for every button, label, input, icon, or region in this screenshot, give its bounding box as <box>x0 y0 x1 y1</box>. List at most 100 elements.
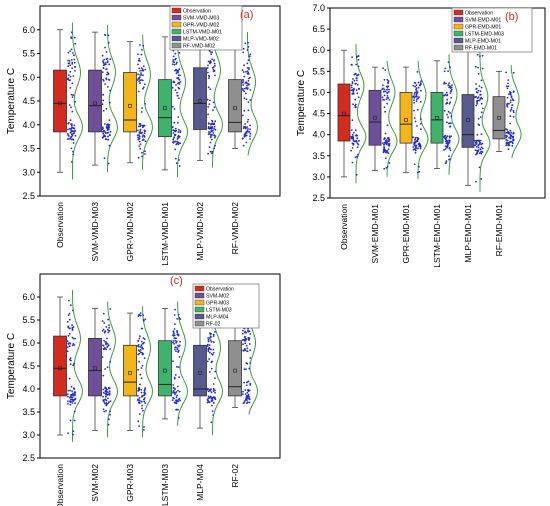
data-point <box>107 135 109 138</box>
y-tick-label: 4.5 <box>22 96 35 106</box>
data-point <box>417 86 420 89</box>
data-point <box>449 112 451 114</box>
data-point <box>243 135 246 138</box>
data-point <box>177 408 179 411</box>
data-point <box>71 329 74 331</box>
data-point <box>383 88 386 91</box>
data-point <box>506 87 509 90</box>
data-point <box>71 344 74 347</box>
data-point <box>137 339 140 342</box>
data-point <box>210 391 213 394</box>
data-point <box>69 363 72 365</box>
data-point <box>446 93 449 96</box>
data-point <box>213 127 216 130</box>
data-point <box>353 79 356 82</box>
data-point <box>108 119 111 121</box>
data-point <box>477 96 480 99</box>
y-tick-label: 3.0 <box>312 172 325 182</box>
mean-marker <box>93 366 97 371</box>
data-point <box>242 51 245 54</box>
data-point <box>242 47 245 50</box>
data-point <box>246 129 249 132</box>
data-point <box>72 342 75 345</box>
data-point <box>105 107 108 110</box>
data-point <box>142 65 145 68</box>
data-point <box>474 139 476 142</box>
data-point <box>481 107 484 110</box>
data-point <box>101 320 104 322</box>
data-point <box>103 398 106 401</box>
data-point <box>106 342 109 345</box>
data-point <box>73 54 75 57</box>
data-point <box>446 146 448 149</box>
data-point <box>174 348 176 351</box>
data-point <box>104 83 106 85</box>
data-point <box>208 127 211 130</box>
data-point <box>242 349 245 352</box>
data-point <box>417 147 419 150</box>
data-point <box>214 74 216 77</box>
data-point <box>214 391 216 394</box>
legend-swatch <box>171 28 182 35</box>
data-point <box>73 124 76 127</box>
data-point <box>141 404 144 407</box>
data-point <box>73 410 76 413</box>
data-point <box>511 142 514 145</box>
data-point <box>206 401 209 404</box>
data-point <box>207 395 210 398</box>
data-point <box>356 79 358 82</box>
data-point <box>177 136 180 139</box>
data-point <box>477 144 480 147</box>
data-point <box>512 99 515 102</box>
data-point <box>247 101 250 104</box>
data-point <box>449 66 451 69</box>
data-point <box>208 146 211 148</box>
data-point <box>244 330 247 333</box>
data-point <box>243 401 246 404</box>
data-point <box>475 83 477 85</box>
legend-label: SVM-VMD-M03 <box>183 16 219 22</box>
data-point <box>74 42 77 45</box>
legend-swatch <box>453 44 464 51</box>
legend-label: SVM-EMD-M01 <box>465 18 501 24</box>
data-point <box>476 53 479 56</box>
data-point <box>245 82 248 85</box>
data-point <box>177 131 180 134</box>
data-point <box>178 316 181 319</box>
legend-label: Observation <box>206 287 234 293</box>
panel-a: 2.5 3.0 3.5 4.0 4.5 5.0 5.5 6.0 Temperature C Obs… <box>0 0 285 266</box>
data-point <box>174 69 176 72</box>
data-point <box>107 402 109 405</box>
data-point <box>175 162 178 165</box>
data-point <box>174 337 177 340</box>
data-point <box>107 41 110 44</box>
data-point <box>177 69 180 72</box>
data-point <box>480 178 483 180</box>
data-point <box>413 138 416 141</box>
data-point <box>176 365 178 368</box>
box <box>88 338 102 397</box>
data-point <box>70 59 73 61</box>
data-point <box>386 78 389 81</box>
data-point <box>142 134 144 137</box>
data-point <box>172 129 175 132</box>
data-point <box>140 53 143 56</box>
legend-swatch <box>194 285 205 292</box>
data-point <box>171 399 174 402</box>
data-point <box>214 135 217 138</box>
data-point <box>509 122 512 125</box>
data-point <box>413 163 416 166</box>
mean-marker <box>233 106 237 110</box>
data-point <box>71 67 73 69</box>
data-point <box>445 82 447 85</box>
data-point <box>71 61 74 64</box>
data-point <box>72 142 75 144</box>
chart-body: 2.5 3.0 3.5 4.0 4.5 5.0 5.5 6.0 Temperature C Obs… <box>6 273 281 506</box>
data-point <box>388 162 391 164</box>
distribution-curve <box>142 34 153 170</box>
data-point <box>104 387 106 390</box>
data-point <box>510 91 512 94</box>
data-point <box>102 374 105 377</box>
data-point <box>142 87 144 90</box>
data-point <box>68 135 70 137</box>
